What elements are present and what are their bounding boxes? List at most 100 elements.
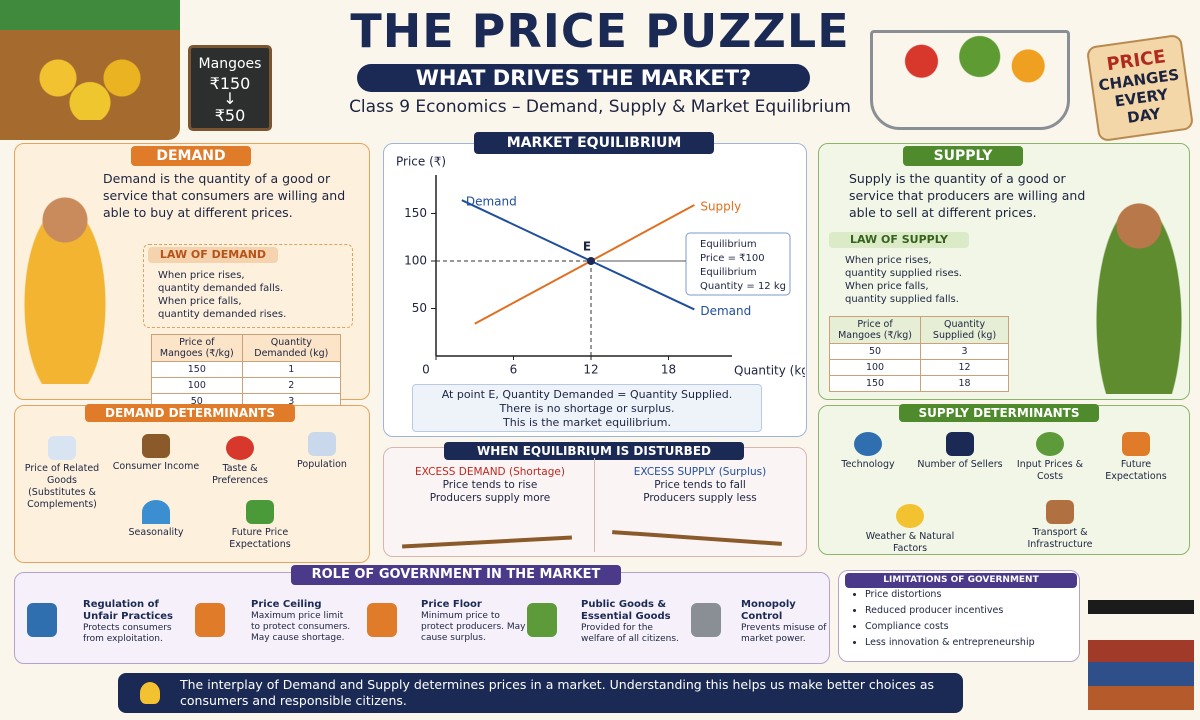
chart-panel: MARKET EQUILIBRIUM Price (₹) Quantity (kg… bbox=[383, 132, 807, 437]
series-label: Demand bbox=[700, 304, 751, 318]
det-label: Future Price Expectations bbox=[229, 527, 291, 550]
det-label: Price of Related Goods (Substitutes & Co… bbox=[24, 463, 100, 510]
table-row: 100 12 bbox=[828, 359, 1009, 376]
law-lines: When price rises, quantity supplied rise… bbox=[845, 254, 962, 306]
note-line: This is the market equilibrium. bbox=[503, 416, 671, 429]
law-line: When price rises, bbox=[845, 255, 932, 266]
chart: Price (₹) Quantity (kg) 50 100 150 0 6 12 18 Dema… bbox=[396, 155, 805, 378]
demand-table: Price of Mangoes (₹/kg) Quantity Demanded… bbox=[151, 334, 342, 410]
det-item: Number of Sellers bbox=[915, 432, 1005, 471]
gov-item: Regulation of Unfair Practices Protects c… bbox=[27, 599, 187, 669]
table-row: 150 1 bbox=[151, 361, 342, 378]
law-line: When price falls, bbox=[845, 281, 929, 292]
icon bbox=[27, 603, 57, 637]
ed-qualifier: (Shortage) bbox=[509, 466, 565, 478]
gov-item: Price Ceiling Maximum price limit to prot… bbox=[195, 599, 355, 669]
es-title-row: EXCESS SUPPLY (Surplus) bbox=[600, 466, 800, 479]
note-line: There is no shortage or surplus. bbox=[499, 402, 675, 415]
det-label: Weather & Natural Factors bbox=[865, 531, 955, 554]
law-lines: When price rises, quantity demanded fall… bbox=[158, 269, 286, 321]
x-tick-label: 18 bbox=[661, 363, 676, 377]
tagline: Class 9 Economics – Demand, Supply & Mar… bbox=[349, 97, 851, 117]
det-label: Consumer Income bbox=[112, 461, 200, 472]
det-label: Technology bbox=[841, 459, 895, 470]
divider bbox=[594, 458, 595, 552]
disturbed-panel: WHEN EQUILIBRIUM IS DISTURBED EXCESS DEM… bbox=[383, 442, 807, 557]
icon bbox=[142, 500, 170, 524]
eq-point bbox=[587, 257, 595, 265]
lim-list: Price distortions Reduced producer incen… bbox=[839, 587, 1035, 651]
det-label: Seasonality bbox=[128, 527, 184, 538]
td: 50 bbox=[828, 343, 922, 360]
y-tick-label: 50 bbox=[412, 301, 427, 315]
det-item: Price of Related Goods (Substitutes & Co… bbox=[17, 436, 107, 511]
icon bbox=[195, 603, 225, 637]
cart bbox=[870, 30, 1070, 130]
det-heading: DEMAND DETERMINANTS bbox=[85, 404, 295, 422]
det-item: Consumer Income bbox=[111, 434, 201, 473]
sign-new-price: ₹50 bbox=[214, 106, 246, 125]
callout-line: Quantity = 12 kg bbox=[700, 281, 786, 292]
limitations-panel: LIMITATIONS OF GOVERNMENT INTERVENTION P… bbox=[838, 570, 1080, 662]
table-header: Price of Mangoes (₹/kg) Quantity Demanded… bbox=[151, 334, 342, 362]
person bbox=[15, 184, 115, 384]
law-box: LAW OF SUPPLY When price rises, quantity… bbox=[829, 232, 1019, 312]
series-line bbox=[461, 199, 695, 311]
gov-item: Monopoly Control Prevents misuse of marke… bbox=[691, 599, 827, 669]
ed-line: Producers supply more bbox=[429, 492, 551, 504]
gov-text: Prevents misuse of market power. bbox=[741, 623, 827, 644]
gov-text: Maximum price limit to protect consumers… bbox=[251, 611, 351, 643]
es-line: Producers supply less bbox=[643, 492, 757, 504]
table-row: 150 18 bbox=[828, 375, 1009, 392]
gov-title: Price Floor bbox=[421, 599, 482, 610]
chart-title: MARKET EQUILIBRIUM bbox=[474, 132, 714, 154]
det-item: Taste & Preferences bbox=[195, 436, 285, 487]
books bbox=[1088, 600, 1194, 710]
icon bbox=[246, 500, 274, 524]
det-label: Taste & Preferences bbox=[212, 463, 268, 486]
det-label: Transport & Infrastructure bbox=[1027, 527, 1093, 550]
es-qualifier: (Surplus) bbox=[718, 466, 767, 478]
supply-table: Price of Mangoes (₹/kg) Quantity Supplied… bbox=[828, 316, 1009, 392]
chart-note: At point E, Quantity Demanded = Quantity… bbox=[412, 384, 762, 432]
td: 12 bbox=[920, 359, 1009, 376]
td: 100 bbox=[828, 359, 922, 376]
table-header: Price of Mangoes (₹/kg) Quantity Supplied… bbox=[828, 316, 1009, 344]
title: THE PRICE PUZZLE bbox=[350, 4, 850, 58]
footer-text: The interplay of Demand and Supply deter… bbox=[180, 677, 935, 708]
x-tick-label: 12 bbox=[583, 363, 598, 377]
det-label: Number of Sellers bbox=[917, 459, 1003, 470]
th: Price of Mangoes (₹/kg) bbox=[828, 316, 922, 344]
y-tick-label: 100 bbox=[404, 254, 427, 268]
icon bbox=[1122, 432, 1150, 456]
gov-item: Price Floor Minimum price to protect prod… bbox=[367, 599, 527, 669]
demand-definition: Demand is the quantity of a good or serv… bbox=[103, 171, 346, 220]
sign-old-price: ₹150 bbox=[209, 74, 251, 93]
x-tick-label: 6 bbox=[510, 363, 518, 377]
law-line: quantity demanded falls. bbox=[158, 283, 284, 294]
law-heading: LAW OF DEMAND bbox=[148, 247, 278, 263]
icon bbox=[691, 603, 721, 637]
ed-title-row: EXCESS DEMAND (Shortage) bbox=[390, 466, 590, 479]
td: 3 bbox=[920, 343, 1009, 360]
det-label: Input Prices & Costs bbox=[1016, 459, 1084, 482]
callout-line: Price = ₹100 bbox=[700, 253, 765, 264]
td: 150 bbox=[151, 361, 243, 378]
det-item: Input Prices & Costs bbox=[1005, 432, 1095, 483]
det-heading: SUPPLY DETERMINANTS bbox=[899, 404, 1099, 422]
td: 18 bbox=[920, 375, 1009, 392]
gov-title: Regulation of Unfair Practices bbox=[83, 599, 173, 622]
ed-title: EXCESS DEMAND bbox=[415, 466, 506, 478]
subtitle: WHAT DRIVES THE MARKET? bbox=[357, 64, 810, 92]
x-axis-label: Quantity (kg) bbox=[734, 364, 805, 378]
icon bbox=[1036, 432, 1064, 456]
det-label: Population bbox=[297, 459, 347, 470]
gov-text: Minimum price to protect producers. May … bbox=[421, 611, 526, 643]
price-sign: Mangoes ₹150 ↓ ₹50 bbox=[188, 45, 272, 131]
supply-heading: SUPPLY bbox=[903, 146, 1023, 166]
lim-item: Compliance costs bbox=[865, 619, 1035, 635]
icon bbox=[1046, 500, 1074, 524]
gov-title: Public Goods & Essential Goods bbox=[581, 599, 671, 622]
icon bbox=[367, 603, 397, 637]
